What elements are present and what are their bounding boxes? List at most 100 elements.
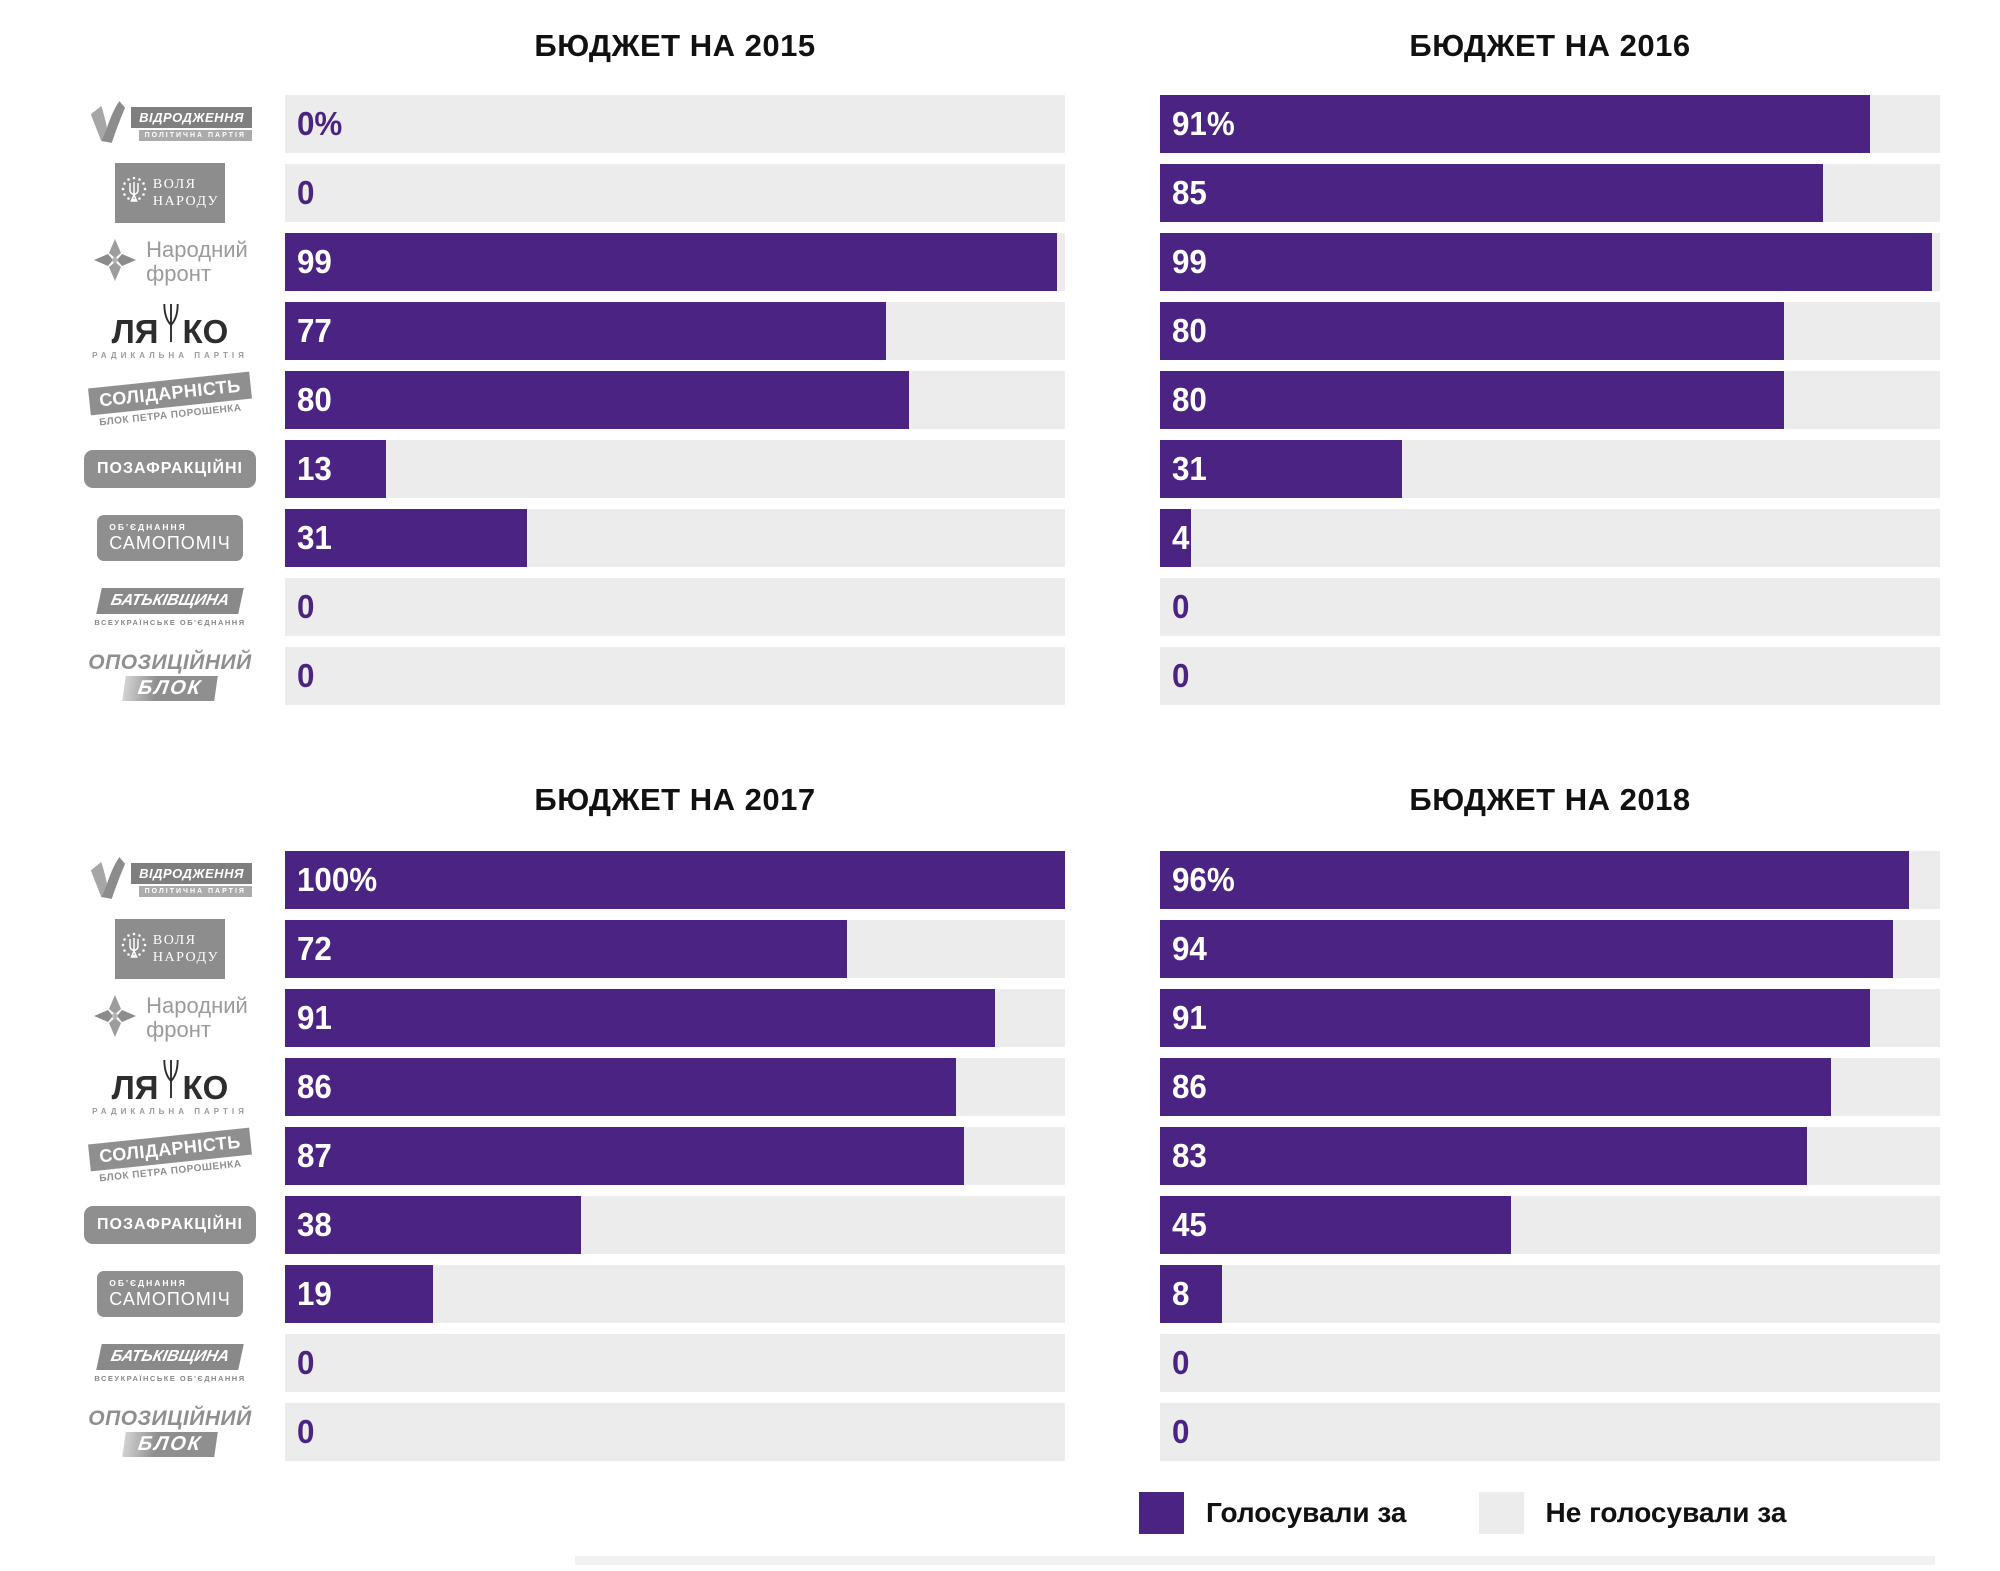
bar-fill-voted (1160, 920, 1894, 978)
bar-value-label: 85 (1172, 174, 1207, 211)
logo-row: Народний фронт (70, 989, 270, 1047)
bar-row: 94 (1160, 920, 1940, 978)
bar-value-label: 0 (1172, 1344, 1190, 1381)
party-logo-volia: ВОЛЯ НАРОДУ (115, 163, 225, 223)
party-logo-nf: Народний фронт (92, 993, 248, 1044)
bar-value-label: 0 (297, 657, 315, 694)
vidrodzhennia-check-icon (88, 99, 126, 150)
legend-swatch-not-voted-for (1478, 1492, 1524, 1534)
logo-row: БАТЬКІВЩИНА ВСЕУКРАЇНСЬКЕ ОБ'ЄДНАННЯ (70, 1334, 270, 1392)
bar-fill-voted (285, 371, 909, 429)
bar-row: 8 (1160, 1265, 1940, 1323)
volia-narodu-emblem-icon (121, 176, 147, 211)
bar-value-label: 38 (297, 1206, 332, 1243)
bar-value-label: 77 (297, 312, 332, 349)
legend: Голосували за Не голосували за (1139, 1492, 1786, 1534)
bar-fill-voted (1160, 1127, 1808, 1185)
bar-row: 0% (285, 95, 1065, 153)
party-logo-sol: СОЛІДАРНІСТЬ БЛОК ПЕТРА ПОРОШЕНКА (88, 1127, 252, 1184)
party-logo-poz: ПОЗАФРАКЦІЙНІ (84, 450, 256, 488)
bar-fill-voted (1160, 302, 1784, 360)
bar-fill-voted (285, 302, 886, 360)
bar-row: 86 (285, 1058, 1065, 1116)
logo-row: ОПОЗИЦІЙНИЙ БЛОК (70, 1403, 270, 1461)
bar-row: 72 (285, 920, 1065, 978)
bar-value-label: 0 (297, 1413, 315, 1450)
bar-row: 38 (285, 1196, 1065, 1254)
bar-fill-voted (1160, 440, 1402, 498)
bar-value-label: 86 (297, 1068, 332, 1105)
bar-row: 45 (1160, 1196, 1940, 1254)
legend-label-voted-for: Голосували за (1206, 1497, 1407, 1528)
bar-value-label: 31 (297, 519, 332, 556)
liashko-pitchfork-icon (159, 1059, 183, 1104)
logo-row: СОЛІДАРНІСТЬ БЛОК ПЕТРА ПОРОШЕНКА (70, 371, 270, 429)
bar-row: 87 (285, 1127, 1065, 1185)
bar-row: 96% (1160, 851, 1940, 909)
bar-row: 80 (1160, 371, 1940, 429)
bottom-cropped-strip (575, 1556, 1935, 1565)
logo-row: ВОЛЯ НАРОДУ (70, 163, 270, 223)
party-logo-column-bottom: ВІДРОДЖЕННЯ ПОЛІТИЧНА ПАРТІЯ ВОЛЯ НАРОДУ Нар… (70, 851, 270, 1472)
bar-fill-voted (1160, 1196, 1511, 1254)
party-logo-poz: ПОЗАФРАКЦІЙНІ (84, 1206, 256, 1244)
bar-row: 91 (1160, 989, 1940, 1047)
bar-row: 19 (285, 1265, 1065, 1323)
bar-row: 0 (1160, 1334, 1940, 1392)
bar-value-label: 80 (1172, 381, 1207, 418)
bar-row: 0 (285, 164, 1065, 222)
bar-fill-voted (1160, 371, 1784, 429)
bar-fill-voted (1160, 1265, 1223, 1323)
chart-2016: 91% 85 99 80 80 31 4 0 0 (1160, 95, 1940, 716)
party-logo-volia: ВОЛЯ НАРОДУ (115, 919, 225, 979)
bar-fill-voted (285, 440, 387, 498)
bar-fill-voted (1160, 164, 1823, 222)
bar-value-label: 13 (297, 450, 332, 487)
bar-value-label: 86 (1172, 1068, 1207, 1105)
bar-value-label: 80 (297, 381, 332, 418)
logo-row: ПОЗАФРАКЦІЙНІ (70, 440, 270, 498)
bar-fill-voted (1160, 851, 1909, 909)
logo-row: ВІДРОДЖЕННЯ ПОЛІТИЧНА ПАРТІЯ (70, 851, 270, 909)
bar-fill-voted (285, 509, 527, 567)
bar-value-label: 0 (1172, 588, 1190, 625)
volia-narodu-emblem-icon (121, 932, 147, 967)
logo-row: СОЛІДАРНІСТЬ БЛОК ПЕТРА ПОРОШЕНКА (70, 1127, 270, 1185)
bar-value-label: 0 (1172, 1413, 1190, 1450)
bar-fill-voted (285, 920, 847, 978)
bar-row: 0 (1160, 647, 1940, 705)
party-logo-vid: ВІДРОДЖЕННЯ ПОЛІТИЧНА ПАРТІЯ (88, 855, 252, 906)
bar-fill-voted (1160, 509, 1192, 567)
bar-fill-voted (285, 851, 1065, 909)
bar-value-label: 100% (297, 861, 378, 898)
bar-row: 0 (1160, 578, 1940, 636)
bar-row: 86 (1160, 1058, 1940, 1116)
bar-row: 31 (285, 509, 1065, 567)
bar-fill-voted (285, 1058, 956, 1116)
logo-row: ВІДРОДЖЕННЯ ПОЛІТИЧНА ПАРТІЯ (70, 95, 270, 153)
bar-value-label: 99 (297, 243, 332, 280)
logo-row: Народний фронт (70, 233, 270, 291)
bar-value-label: 91% (1172, 105, 1235, 142)
party-logo-opo: ОПОЗИЦІЙНИЙ БЛОК (88, 651, 252, 701)
party-logo-sam: ОБ'ЄДНАННЯ САМОПОМІЧ (97, 515, 243, 561)
bar-row: 4 (1160, 509, 1940, 567)
bar-row: 0 (285, 578, 1065, 636)
chart-2017: 100% 72 91 86 87 38 19 0 0 (285, 851, 1065, 1472)
bar-row: 99 (1160, 233, 1940, 291)
party-logo-opo: ОПОЗИЦІЙНИЙ БЛОК (88, 1407, 252, 1457)
bar-fill-voted (285, 233, 1058, 291)
bar-fill-voted (1160, 1058, 1831, 1116)
bar-row: 80 (1160, 302, 1940, 360)
party-logo-column-top: ВІДРОДЖЕННЯ ПОЛІТИЧНА ПАРТІЯ ВОЛЯ НАРОДУ Нар… (70, 95, 270, 716)
chart-2015: 0% 0 99 77 80 13 31 0 0 (285, 95, 1065, 716)
bar-value-label: 91 (297, 999, 332, 1036)
bar-fill-voted (1160, 989, 1870, 1047)
bar-row: 91 (285, 989, 1065, 1047)
bar-value-label: 91 (1172, 999, 1207, 1036)
bar-value-label: 19 (297, 1275, 332, 1312)
bar-row: 31 (1160, 440, 1940, 498)
bar-fill-voted (285, 1196, 582, 1254)
logo-row: ВОЛЯ НАРОДУ (70, 919, 270, 979)
